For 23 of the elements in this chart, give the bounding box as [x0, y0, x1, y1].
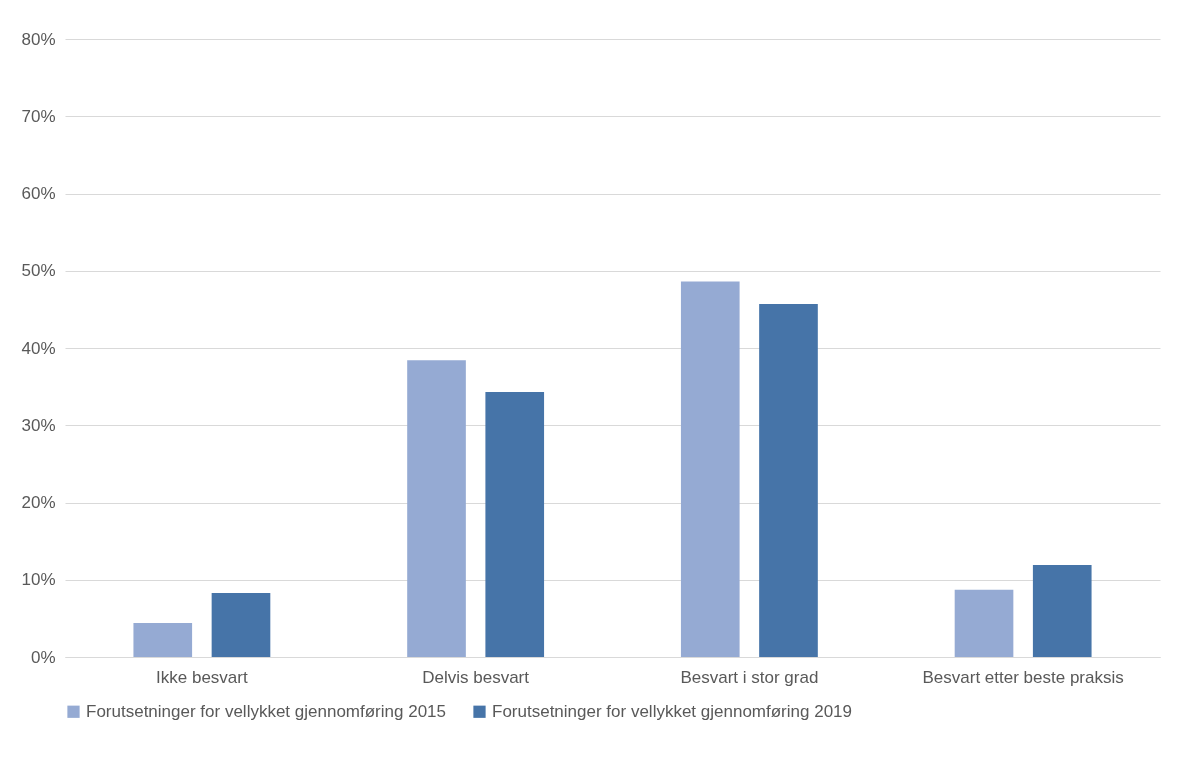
y-tick-label: 70%	[21, 106, 56, 126]
y-tick-label: 50%	[21, 261, 56, 281]
x-tick-label: Besvart etter beste praksis	[922, 667, 1124, 687]
legend-label: Forutsetninger for vellykket gjennomføring 2015	[86, 701, 447, 721]
bar	[407, 360, 466, 657]
y-tick-label: 30%	[21, 415, 56, 435]
bar	[485, 392, 545, 657]
bar	[759, 303, 818, 657]
y-tick-label: 60%	[21, 184, 56, 203]
y-tick-label: 80%	[21, 29, 56, 49]
x-tick-label: Besvart i stor grad	[680, 667, 819, 687]
x-tick-label: Ikke besvart	[156, 667, 248, 687]
y-tick-label: 20%	[21, 493, 56, 512]
y-tick-label: 40%	[21, 338, 56, 358]
bar	[954, 589, 1014, 657]
legend-label: Forutsetninger for vellykket gjennomføring 2019	[492, 701, 853, 721]
x-tick-label: Delvis besvart	[422, 667, 530, 687]
bar	[680, 281, 740, 657]
bar	[133, 623, 193, 657]
y-tick-label: 10%	[21, 570, 56, 590]
bar	[1032, 565, 1092, 657]
bar	[211, 592, 271, 657]
y-tick-label: 0%	[30, 647, 56, 667]
